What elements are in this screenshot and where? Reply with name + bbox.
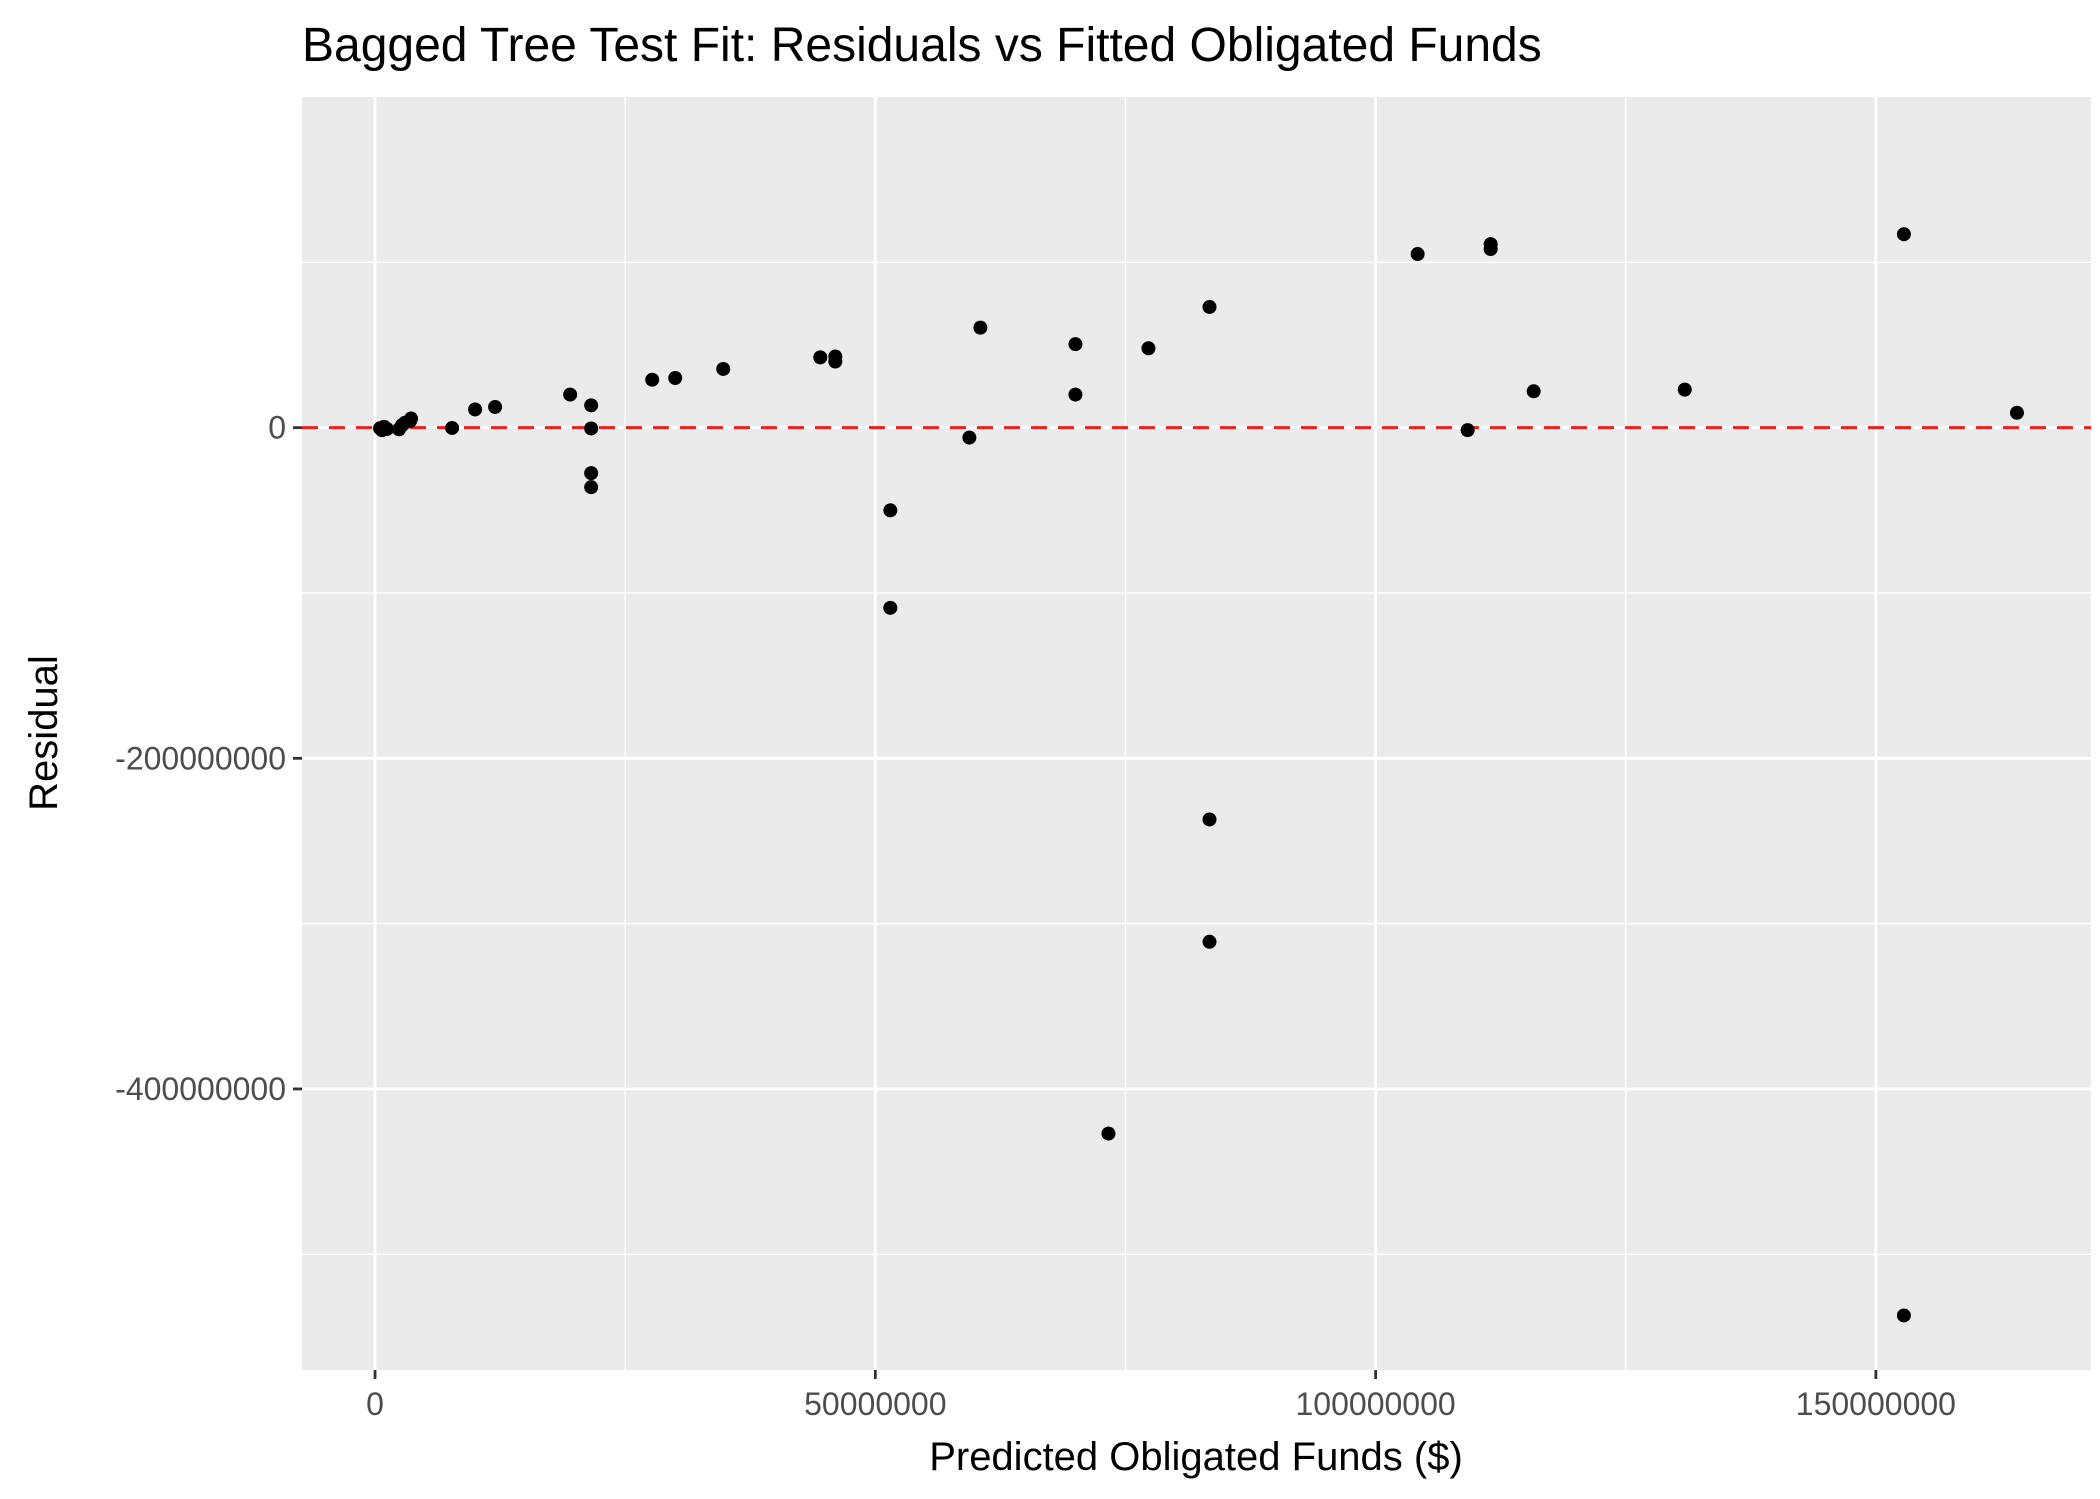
data-point: [1068, 387, 1083, 402]
data-point: [1202, 812, 1217, 827]
data-point: [1141, 341, 1156, 356]
data-point: [445, 420, 460, 435]
data-point: [1460, 423, 1475, 438]
minor-gridlines: [302, 97, 2091, 1370]
y-tick-label: -400000000: [115, 1071, 286, 1107]
x-tick-label: 50000000: [804, 1386, 946, 1422]
data-point: [468, 402, 483, 417]
data-point: [584, 398, 599, 413]
data-point: [813, 350, 828, 365]
data-point: [488, 399, 503, 414]
data-point: [584, 480, 599, 495]
y-axis-title: Residual: [22, 655, 66, 811]
data-point: [563, 387, 578, 402]
data-point: [1068, 337, 1083, 352]
data-point: [883, 503, 898, 518]
data-point: [962, 430, 977, 445]
data-point: [668, 371, 683, 386]
y-axis: -400000000 -200000000 0: [115, 410, 302, 1107]
data-point: [1202, 934, 1217, 949]
x-tick-label: 0: [366, 1386, 384, 1422]
data-point: [1677, 382, 1692, 397]
data-point: [380, 421, 395, 436]
data-point: [1896, 227, 1911, 242]
x-tick-label: 150000000: [1796, 1386, 1956, 1422]
data-point: [584, 466, 599, 481]
data-point: [2009, 405, 2024, 420]
data-point: [973, 320, 988, 335]
data-point: [404, 411, 419, 426]
y-tick-label: 0: [268, 410, 286, 446]
data-point: [1896, 1308, 1911, 1323]
data-point: [1101, 1126, 1116, 1141]
x-axis-title: Predicted Obligated Funds ($): [929, 1435, 1463, 1479]
y-tick-label: -200000000: [115, 740, 286, 776]
data-point: [716, 361, 731, 376]
data-point: [1410, 247, 1425, 262]
plot-panel: [302, 97, 2091, 1370]
x-axis: 0 50000000 100000000 150000000: [366, 1370, 1956, 1422]
data-point: [1202, 299, 1217, 314]
data-point: [883, 600, 898, 615]
data-point: [1526, 384, 1541, 399]
x-tick-label: 100000000: [1296, 1386, 1456, 1422]
chart-title: Bagged Tree Test Fit: Residuals vs Fitte…: [302, 19, 1542, 72]
data-point: [1483, 242, 1498, 257]
data-points: [373, 227, 2024, 1323]
data-point: [584, 421, 599, 436]
data-point: [828, 354, 843, 369]
data-point: [645, 372, 660, 387]
